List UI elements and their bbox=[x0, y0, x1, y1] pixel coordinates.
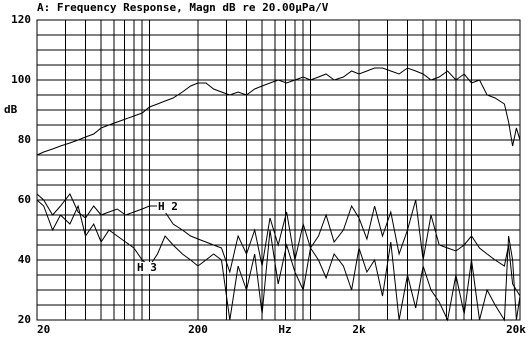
plot-frame bbox=[36, 19, 521, 321]
x-tick-label: 200 bbox=[188, 323, 208, 336]
x-tick-label: 2k bbox=[352, 323, 366, 336]
x-tick-label: 20k bbox=[506, 323, 526, 336]
y-tick-label: 100 bbox=[11, 73, 31, 86]
y-tick-label: 40 bbox=[18, 253, 31, 266]
data-line bbox=[36, 193, 521, 297]
y-tick-label: 20 bbox=[18, 313, 31, 326]
label-bg bbox=[136, 262, 156, 274]
chart-title: A: Frequency Response, Magn dB re 20.00µ… bbox=[37, 1, 329, 14]
series-label: H 3 bbox=[137, 261, 157, 274]
y-tick-label: 60 bbox=[18, 193, 31, 206]
label-bg bbox=[157, 201, 177, 213]
y-axis-label: dB bbox=[4, 103, 18, 116]
series-label: H 2 bbox=[158, 200, 178, 213]
y-tick-label: 120 bbox=[11, 13, 31, 26]
y-tick-label: 80 bbox=[18, 133, 31, 146]
x-axis-label: Hz bbox=[278, 323, 291, 336]
data-line bbox=[36, 199, 521, 322]
x-tick-label: 20 bbox=[37, 323, 50, 336]
data-line bbox=[36, 67, 521, 156]
